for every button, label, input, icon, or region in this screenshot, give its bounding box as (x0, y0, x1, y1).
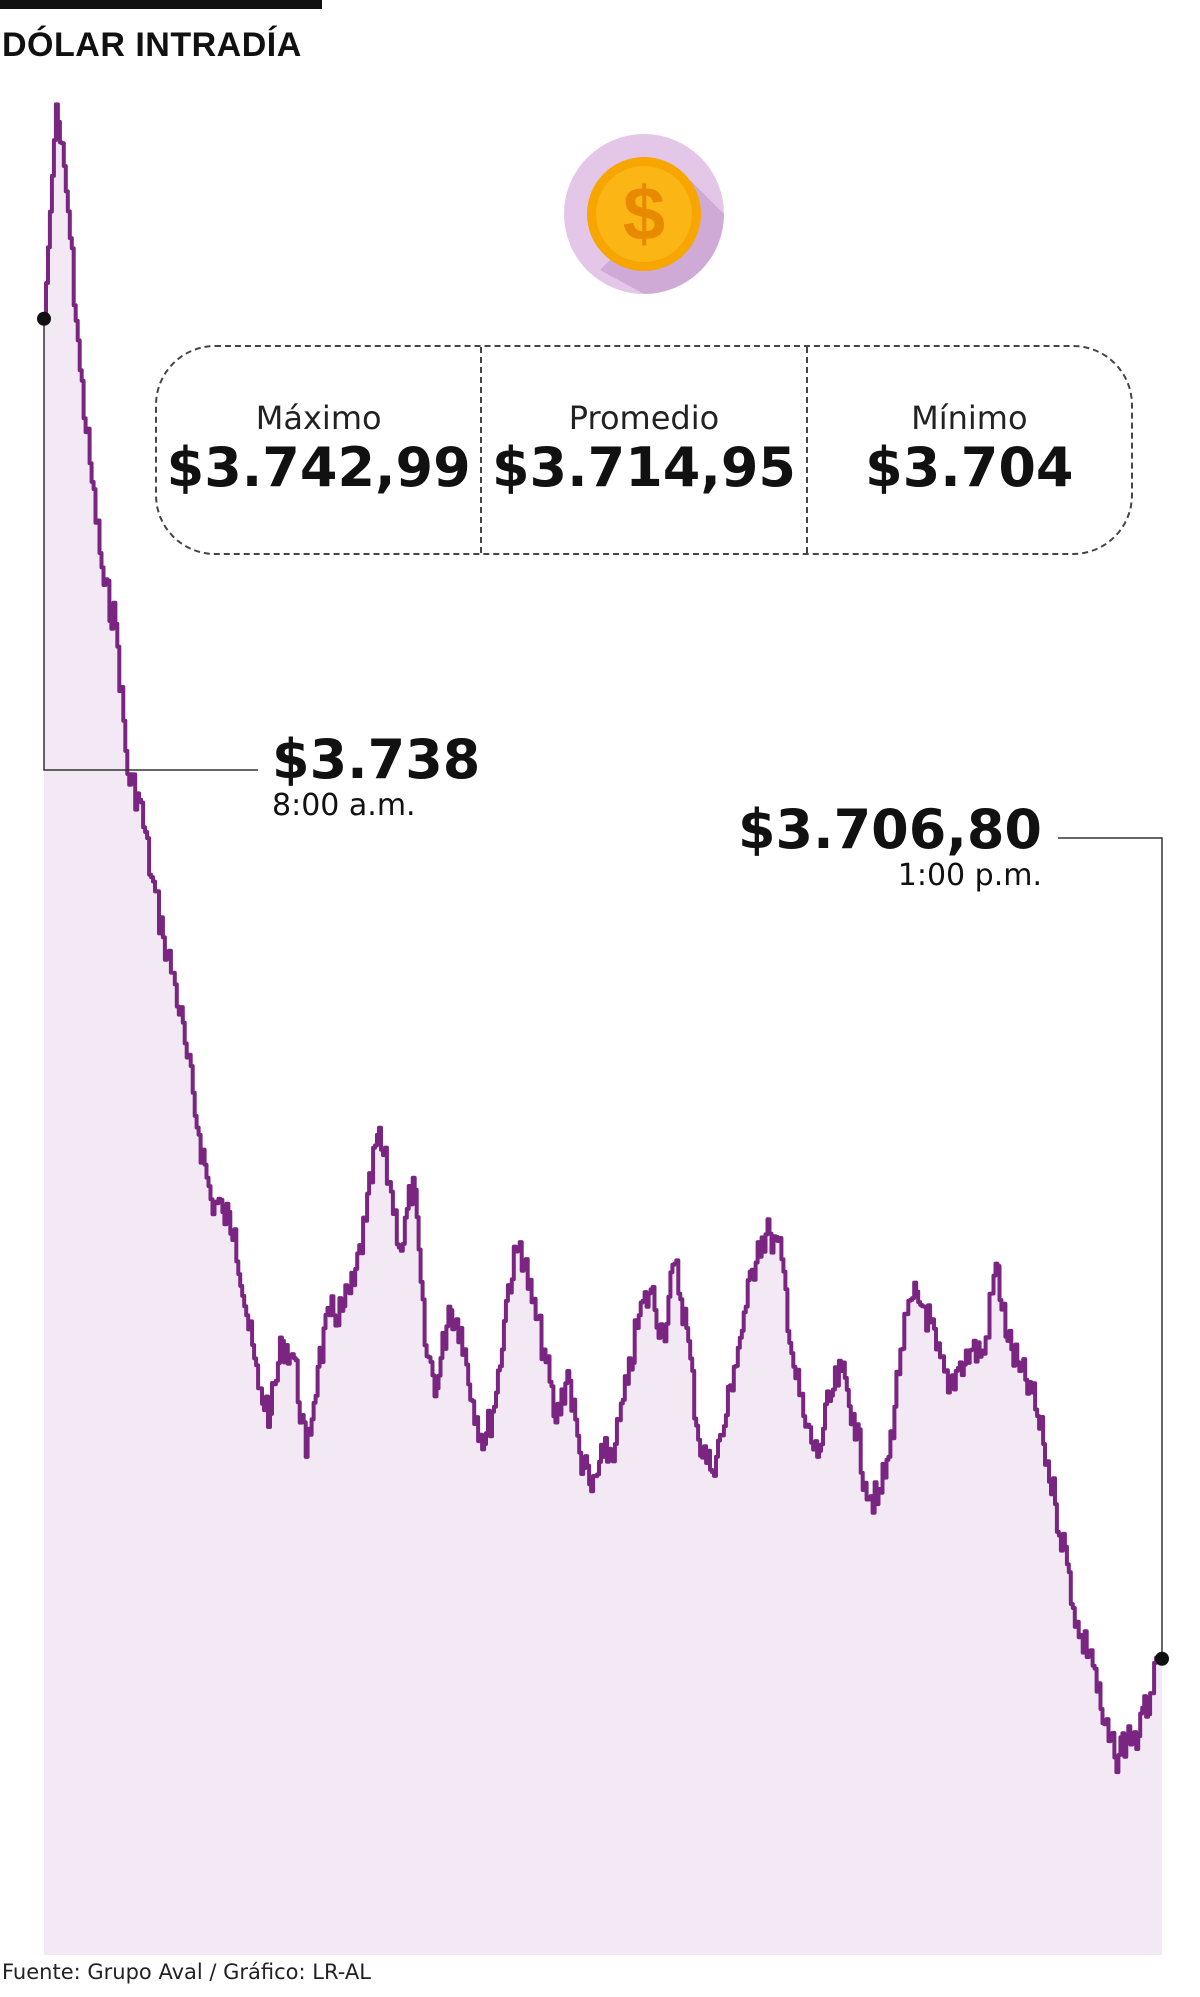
stat-minimo: Mínimo $3.704 (805, 347, 1131, 553)
stat-value: $3.704 (865, 435, 1074, 499)
stat-value: $3.714,95 (491, 435, 797, 499)
leader-line-end (1058, 837, 1163, 1659)
stat-value: $3.742,99 (166, 435, 471, 499)
end-time: 1:00 p.m. (897, 858, 1042, 894)
top-rule (0, 0, 322, 9)
end-value: $3.706,80 (737, 798, 1042, 861)
stat-maximo: Máximo $3.742,99 (157, 347, 480, 553)
stat-label: Máximo (255, 399, 382, 438)
stat-label: Promedio (568, 399, 720, 438)
chart-title: DÓLAR INTRADÍA (2, 26, 302, 64)
series-line (44, 102, 1164, 1775)
start-point-marker (37, 311, 51, 326)
start-annotation: $3.738 8:00 a.m. (272, 728, 481, 824)
stats-box: Máximo $3.742,99 Promedio $3.714,95 Míni… (155, 345, 1133, 555)
stat-promedio: Promedio $3.714,95 (480, 347, 805, 553)
stat-label: Mínimo (911, 399, 1028, 438)
svg-text:$: $ (623, 172, 665, 257)
start-value: $3.738 (272, 728, 481, 791)
source-footer: Fuente: Grupo Aval / Gráfico: LR-AL (2, 1960, 371, 1984)
end-point-marker (1155, 1651, 1169, 1666)
start-time: 8:00 a.m. (272, 788, 416, 824)
dollar-coin-icon: $ (564, 134, 724, 294)
end-annotation: $3.706,80 1:00 p.m. (737, 798, 1042, 894)
leader-line-start (43, 318, 258, 771)
